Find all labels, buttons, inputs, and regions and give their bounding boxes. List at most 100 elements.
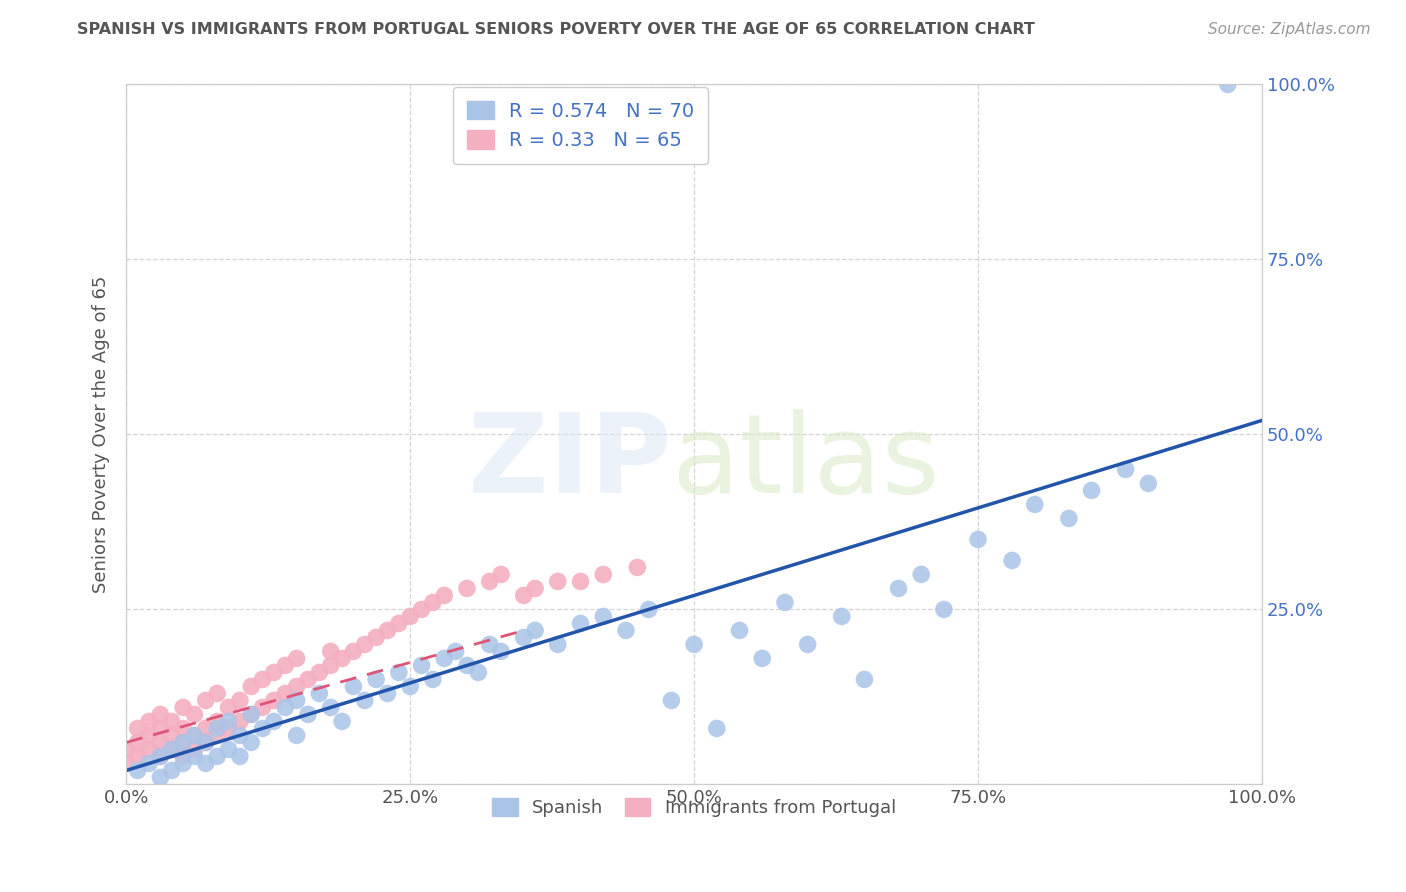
Point bbox=[263, 693, 285, 707]
Point bbox=[853, 673, 876, 687]
Point bbox=[831, 609, 853, 624]
Point bbox=[411, 658, 433, 673]
Point bbox=[263, 714, 285, 729]
Point bbox=[706, 722, 728, 736]
Point bbox=[353, 693, 375, 707]
Point bbox=[592, 609, 614, 624]
Point bbox=[377, 624, 399, 638]
Point bbox=[547, 637, 569, 651]
Point bbox=[172, 749, 194, 764]
Point bbox=[115, 742, 138, 756]
Point bbox=[388, 616, 411, 631]
Point bbox=[138, 714, 160, 729]
Point bbox=[319, 700, 342, 714]
Point bbox=[967, 533, 990, 547]
Point bbox=[422, 673, 444, 687]
Point bbox=[149, 749, 172, 764]
Point bbox=[399, 680, 422, 694]
Point bbox=[172, 700, 194, 714]
Point bbox=[319, 644, 342, 658]
Point bbox=[160, 742, 183, 756]
Point bbox=[183, 728, 205, 742]
Point bbox=[342, 680, 364, 694]
Legend: Spanish, Immigrants from Portugal: Spanish, Immigrants from Portugal bbox=[485, 791, 903, 824]
Point bbox=[205, 749, 228, 764]
Point bbox=[285, 680, 308, 694]
Point bbox=[661, 693, 683, 707]
Point bbox=[569, 616, 592, 631]
Point bbox=[728, 624, 751, 638]
Point bbox=[366, 673, 388, 687]
Point bbox=[252, 673, 274, 687]
Text: SPANISH VS IMMIGRANTS FROM PORTUGAL SENIORS POVERTY OVER THE AGE OF 65 CORRELATI: SPANISH VS IMMIGRANTS FROM PORTUGAL SENI… bbox=[77, 22, 1035, 37]
Point bbox=[274, 686, 297, 700]
Point bbox=[240, 707, 263, 722]
Point bbox=[637, 602, 659, 616]
Point bbox=[115, 756, 138, 771]
Point bbox=[592, 567, 614, 582]
Text: Source: ZipAtlas.com: Source: ZipAtlas.com bbox=[1208, 22, 1371, 37]
Point bbox=[240, 707, 263, 722]
Point bbox=[388, 665, 411, 680]
Point bbox=[796, 637, 818, 651]
Point bbox=[194, 735, 217, 749]
Point bbox=[172, 735, 194, 749]
Point bbox=[1057, 511, 1080, 525]
Point bbox=[513, 631, 536, 645]
Point bbox=[1024, 498, 1046, 512]
Point bbox=[319, 658, 342, 673]
Point bbox=[887, 582, 910, 596]
Point bbox=[263, 665, 285, 680]
Point bbox=[127, 735, 149, 749]
Point bbox=[205, 714, 228, 729]
Point bbox=[194, 722, 217, 736]
Point bbox=[366, 631, 388, 645]
Point bbox=[183, 728, 205, 742]
Point bbox=[160, 764, 183, 778]
Point bbox=[489, 567, 512, 582]
Point bbox=[547, 574, 569, 589]
Point bbox=[285, 651, 308, 665]
Point bbox=[433, 651, 456, 665]
Point bbox=[183, 749, 205, 764]
Point bbox=[138, 728, 160, 742]
Point bbox=[1216, 78, 1239, 92]
Point bbox=[183, 742, 205, 756]
Point bbox=[218, 714, 240, 729]
Point bbox=[252, 722, 274, 736]
Point bbox=[377, 686, 399, 700]
Point bbox=[308, 686, 330, 700]
Point bbox=[478, 637, 501, 651]
Point bbox=[330, 651, 353, 665]
Point bbox=[218, 742, 240, 756]
Point bbox=[218, 700, 240, 714]
Point bbox=[149, 749, 172, 764]
Point bbox=[773, 595, 796, 609]
Point bbox=[205, 722, 228, 736]
Point bbox=[489, 644, 512, 658]
Text: atlas: atlas bbox=[672, 409, 939, 516]
Point bbox=[127, 722, 149, 736]
Point bbox=[308, 665, 330, 680]
Point bbox=[751, 651, 773, 665]
Point bbox=[229, 728, 252, 742]
Point bbox=[274, 700, 297, 714]
Point bbox=[149, 735, 172, 749]
Point bbox=[614, 624, 637, 638]
Point bbox=[456, 658, 478, 673]
Point bbox=[252, 700, 274, 714]
Point bbox=[932, 602, 955, 616]
Point bbox=[1137, 476, 1160, 491]
Point bbox=[127, 764, 149, 778]
Point bbox=[149, 771, 172, 785]
Point bbox=[183, 707, 205, 722]
Point bbox=[172, 756, 194, 771]
Y-axis label: Seniors Poverty Over the Age of 65: Seniors Poverty Over the Age of 65 bbox=[93, 276, 110, 593]
Point bbox=[218, 722, 240, 736]
Point bbox=[172, 722, 194, 736]
Point bbox=[524, 624, 547, 638]
Point bbox=[1001, 553, 1024, 567]
Point bbox=[285, 693, 308, 707]
Point bbox=[683, 637, 706, 651]
Point bbox=[240, 735, 263, 749]
